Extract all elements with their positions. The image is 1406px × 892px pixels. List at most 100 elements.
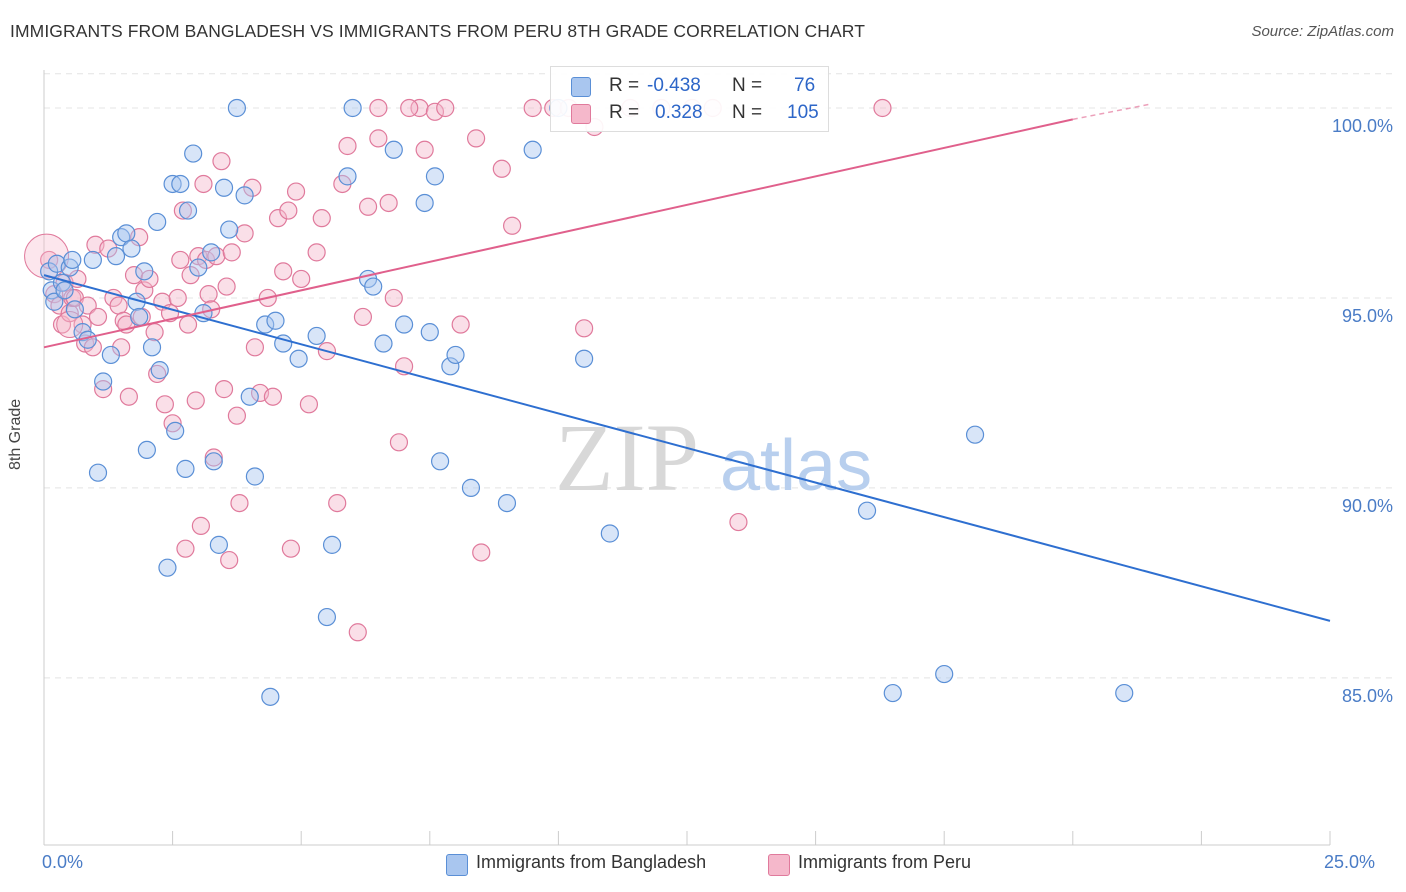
peru-point bbox=[94, 380, 113, 399]
chart-source: Source: ZipAtlas.com bbox=[1251, 23, 1394, 40]
peru-point bbox=[299, 395, 319, 414]
r-value-peru: 0.328 bbox=[655, 102, 703, 123]
bangladesh-point bbox=[171, 174, 190, 194]
bangladesh-point bbox=[63, 250, 82, 270]
peru-point bbox=[451, 315, 470, 334]
legend-label-peru: Immigrants from Peru bbox=[798, 852, 972, 872]
axes bbox=[43, 70, 1331, 846]
bangladesh-point bbox=[441, 357, 460, 376]
peru-point-large bbox=[24, 233, 70, 279]
grid-lines bbox=[44, 73, 1394, 679]
bangladesh-point bbox=[163, 174, 182, 194]
bangladesh-point bbox=[266, 311, 285, 330]
peru-point bbox=[186, 391, 205, 410]
bangladesh-point bbox=[137, 440, 156, 460]
trend-lines bbox=[43, 103, 1331, 622]
x-tick-label-min: 0.0% bbox=[42, 852, 84, 872]
peru-point bbox=[415, 140, 434, 159]
bangladesh-point bbox=[935, 664, 954, 684]
peru-point bbox=[286, 182, 306, 201]
bangladesh-points bbox=[40, 98, 1134, 706]
chart-title: IMMIGRANTS FROM BANGLADESH VS IMMIGRANTS… bbox=[10, 21, 866, 41]
watermark-zip: ZIP bbox=[555, 404, 699, 511]
bangladesh-point bbox=[83, 250, 102, 270]
bangladesh-point bbox=[575, 349, 594, 368]
bangladesh-point bbox=[202, 243, 221, 262]
peru-point bbox=[181, 266, 200, 285]
peru-point bbox=[425, 102, 445, 121]
peru-point bbox=[523, 98, 542, 118]
peru-point bbox=[466, 129, 486, 148]
y-tick-labels: 85.0% 90.0% 95.0% 100.0% bbox=[1332, 116, 1393, 706]
bangladesh-point bbox=[42, 281, 61, 300]
bangladesh-point bbox=[130, 307, 149, 327]
bangladesh-point bbox=[384, 140, 403, 159]
peru-point bbox=[173, 201, 192, 220]
peru-point bbox=[230, 493, 249, 513]
bangladesh-legend-swatch bbox=[446, 854, 468, 876]
bangladesh-point bbox=[1115, 683, 1134, 703]
peru-point bbox=[353, 307, 373, 327]
r-value-bangladesh: -0.438 bbox=[647, 75, 701, 96]
bangladesh-point bbox=[317, 607, 337, 627]
bangladesh-point bbox=[261, 687, 280, 706]
peru-point bbox=[389, 433, 409, 452]
bangladesh-trend-line bbox=[43, 274, 1331, 622]
r-label: R = bbox=[609, 75, 640, 96]
stats-legend: R = -0.438 N = 76 R = 0.328 N = 105 bbox=[550, 66, 829, 132]
bangladesh-point bbox=[461, 478, 481, 497]
bangladesh-point bbox=[150, 361, 169, 380]
bangladesh-point bbox=[394, 315, 414, 334]
y-tick-label: 85.0% bbox=[1342, 686, 1393, 706]
peru-point bbox=[168, 288, 187, 308]
peru-point bbox=[281, 539, 301, 558]
legend-label-bangladesh: Immigrants from Bangladesh bbox=[476, 852, 707, 872]
peru-point bbox=[220, 550, 239, 570]
bangladesh-point bbox=[883, 683, 902, 703]
peru-point bbox=[348, 623, 367, 642]
peru-point bbox=[217, 277, 236, 296]
peru-point bbox=[312, 209, 331, 228]
y-tick-label: 90.0% bbox=[1342, 496, 1393, 516]
bangladesh-point bbox=[420, 323, 439, 342]
bangladesh-point bbox=[523, 140, 542, 159]
bangladesh-point bbox=[55, 281, 74, 300]
bangladesh-point bbox=[135, 262, 154, 281]
bangladesh-point bbox=[214, 178, 234, 197]
peru-point bbox=[155, 395, 174, 414]
bangladesh-point bbox=[289, 349, 308, 368]
bangladesh-swatch bbox=[571, 77, 591, 97]
peru-point bbox=[222, 243, 241, 262]
peru-point bbox=[472, 543, 491, 562]
peru-point bbox=[263, 387, 283, 406]
peru-point bbox=[199, 285, 218, 304]
peru-trend-line bbox=[43, 118, 1074, 349]
x-tick-label-max: 25.0% bbox=[1324, 852, 1376, 872]
bangladesh-point bbox=[176, 459, 195, 478]
peru-point bbox=[307, 243, 326, 262]
bangladesh-point bbox=[220, 220, 239, 239]
bangladesh-point bbox=[446, 345, 465, 365]
bangladesh-point bbox=[307, 326, 326, 346]
watermark-atlas: atlas bbox=[720, 426, 872, 506]
bangladesh-point bbox=[415, 193, 434, 213]
peru-point bbox=[227, 406, 246, 425]
bangladesh-point bbox=[94, 372, 113, 391]
bangladesh-point bbox=[425, 167, 445, 186]
bangladesh-point bbox=[322, 535, 342, 554]
peru-point bbox=[503, 216, 522, 235]
peru-point bbox=[575, 319, 594, 338]
bangladesh-point bbox=[857, 501, 877, 520]
bangladesh-point bbox=[374, 334, 393, 353]
bangladesh-point bbox=[142, 338, 162, 357]
bangladesh-point bbox=[158, 558, 177, 577]
bangladesh-point bbox=[256, 315, 275, 334]
peru-point bbox=[400, 98, 419, 118]
peru-point bbox=[292, 269, 311, 289]
peru-point bbox=[112, 338, 131, 357]
bangladesh-point bbox=[106, 247, 126, 266]
bangladesh-point bbox=[209, 535, 228, 554]
peru-point bbox=[328, 493, 347, 513]
bangladesh-point bbox=[178, 201, 198, 220]
